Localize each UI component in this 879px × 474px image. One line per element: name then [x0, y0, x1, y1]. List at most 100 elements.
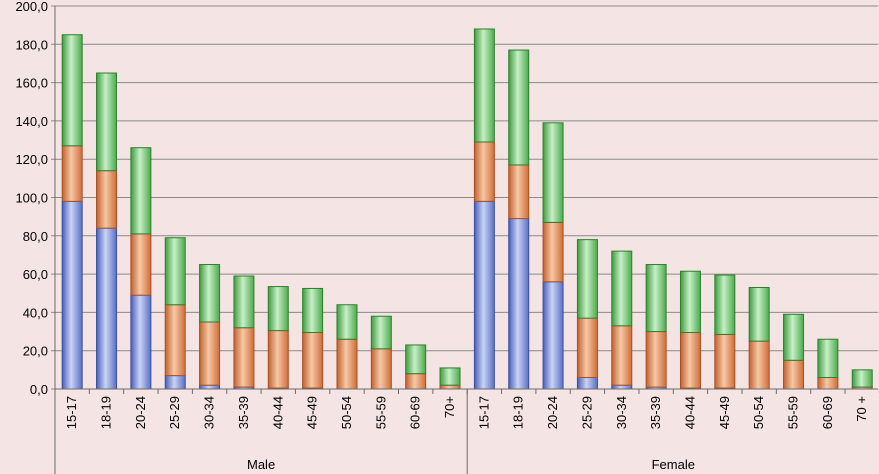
bar-segment-orange [748, 340, 770, 390]
axes [54, 6, 879, 474]
y-tick-label: 60,0 [23, 267, 48, 282]
bar-segment-orange [130, 233, 152, 296]
bar-segment-green [302, 287, 324, 334]
x-axis-tick-labels: 15-17 18-19 20-24 25-29 30-34 35-39 40-44 45-49… [64, 396, 869, 429]
bar-segment-green [336, 304, 358, 340]
bar-segment-blue [199, 384, 221, 390]
bar-segment-orange [817, 377, 839, 390]
bar-segment-blue [473, 200, 495, 390]
bar-segment-blue [61, 200, 83, 390]
x-tick-label: 60-69 [408, 396, 423, 429]
bar-segment-orange [542, 221, 564, 283]
bar-segment-green [508, 49, 530, 166]
y-tick-label: 140,0 [15, 114, 48, 129]
x-tick-label: 55-59 [786, 396, 801, 429]
bar-segment-orange [405, 373, 427, 390]
y-tick-label: 0,0 [30, 382, 48, 397]
x-tick-label: 15-17 [64, 396, 79, 429]
y-tick-label: 120,0 [15, 152, 48, 167]
bar-segment-orange [164, 304, 186, 377]
bar-segment-green [96, 72, 118, 172]
x-tick-label: 18-19 [511, 396, 526, 429]
bar-segment-orange [473, 141, 495, 202]
x-tick-label: 70 + [854, 396, 869, 422]
x-tick-label: 25-29 [579, 396, 594, 429]
group-label: Male [247, 457, 275, 472]
bar-segment-green [783, 313, 805, 361]
bar-segment-green [233, 275, 255, 329]
bar-segment-green [130, 147, 152, 235]
y-tick-label: 40,0 [23, 305, 48, 320]
y-tick-label: 180,0 [15, 37, 48, 52]
bar-segment-orange [233, 327, 255, 388]
x-tick-label: 45-49 [717, 396, 732, 429]
bar-segment-orange [199, 321, 221, 386]
bar-segment-green [473, 28, 495, 143]
bar-segment-green [199, 264, 221, 323]
x-tick-label: 40-44 [270, 396, 285, 429]
x-tick-label: 20-24 [133, 396, 148, 429]
bar-segment-blue [508, 218, 530, 390]
bar-segment-orange [439, 384, 461, 390]
x-tick-label: 15-17 [476, 396, 491, 429]
x-tick-label: 70+ [442, 396, 457, 418]
bar-segment-orange [336, 338, 358, 390]
bar-segment-blue [130, 294, 152, 390]
bar-segment-green [267, 286, 289, 332]
x-tick-label: 35-39 [648, 396, 663, 429]
bar-segment-orange [61, 145, 83, 202]
x-tick-label: 30-34 [614, 396, 629, 429]
bar-segment-green [748, 287, 770, 342]
x-tick-label: 50-54 [751, 396, 766, 429]
x-tick-label: 18-19 [99, 396, 114, 429]
bar-segment-orange [611, 325, 633, 386]
x-tick-label: 55-59 [373, 396, 388, 429]
gridlines [51, 5, 878, 390]
bar-segment-green [370, 315, 392, 350]
bar-segment-orange [508, 164, 530, 220]
x-tick-label: 30-34 [202, 396, 217, 429]
bar-segment-green [714, 274, 736, 335]
bar-segment-green [679, 270, 701, 334]
x-tick-label: 20-24 [545, 396, 560, 429]
bar-segment-green [439, 367, 461, 386]
bar-segment-green [611, 250, 633, 327]
bar-segment-orange [783, 359, 805, 390]
bar-segment-orange [267, 330, 289, 389]
bar-segment-green [645, 264, 667, 333]
bar-segment-green [851, 369, 873, 388]
bar-segment-orange [370, 348, 392, 390]
x-tick-label: 60-69 [820, 396, 835, 429]
bar-segment-green [817, 338, 839, 379]
x-tick-label: 50-54 [339, 396, 354, 429]
x-tick-label: 45-49 [305, 396, 320, 429]
bar-segment-blue [576, 377, 598, 390]
bar-segment-orange [96, 170, 118, 229]
y-tick-label: 20,0 [23, 344, 48, 359]
x-axis-group-labels: Male Female [247, 457, 695, 472]
bar-segment-blue [542, 281, 564, 390]
bar-segment-blue [611, 384, 633, 390]
x-tick-label: 35-39 [236, 396, 251, 429]
bar-segment-blue [96, 227, 118, 390]
y-axis-tick-labels: 0,0 20,0 40,0 60,0 80,0 100,0 120,0 140,0 160,0 1… [15, 0, 48, 397]
bar-segment-green [542, 122, 564, 223]
bar-segment-green [61, 34, 83, 147]
bar-segment-green [405, 344, 427, 375]
x-tick-label: 40-44 [682, 396, 697, 429]
bar-segment-orange [576, 317, 598, 379]
y-tick-label: 80,0 [23, 229, 48, 244]
bar-segment-orange [714, 333, 736, 389]
bar-segment-green [164, 237, 186, 306]
bar-segment-orange [645, 331, 667, 388]
y-tick-label: 200,0 [15, 0, 48, 14]
group-label: Female [652, 457, 695, 472]
y-tick-label: 160,0 [15, 76, 48, 91]
bar-segment-green [576, 239, 598, 319]
y-tick-label: 100,0 [15, 191, 48, 206]
bar-segment-blue [164, 375, 186, 390]
bar-segment-orange [302, 332, 324, 389]
x-tick-label: 25-29 [167, 396, 182, 429]
bar-segment-orange [679, 332, 701, 389]
